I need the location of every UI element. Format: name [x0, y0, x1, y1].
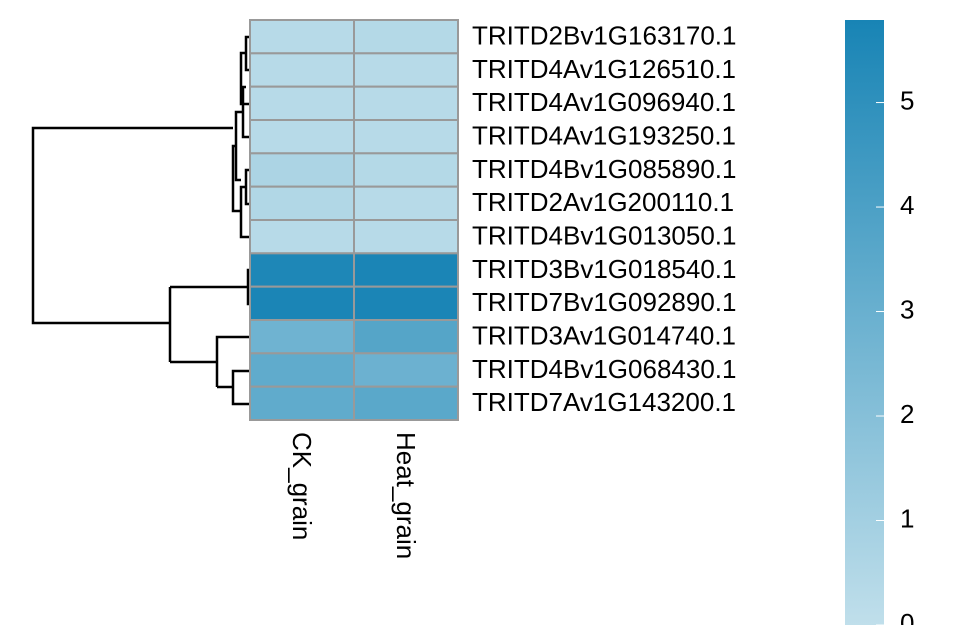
cell: [353, 119, 459, 155]
cell: [249, 185, 355, 222]
row-label: TRITD4Av1G096940.1: [472, 87, 736, 117]
cell: [353, 285, 459, 321]
colorbar-tick-label: 3: [900, 294, 914, 324]
row-label: TRITD2Av1G200110.1: [472, 187, 734, 217]
row-label: TRITD3Bv1G018540.1: [472, 254, 736, 284]
cell: [353, 385, 459, 421]
row-label: TRITD7Av1G143200.1: [472, 387, 736, 417]
colorbar-tick-label: 5: [900, 85, 914, 115]
cell: [249, 152, 355, 188]
cell: [249, 319, 355, 355]
dendrogram: [31, 35, 250, 406]
cell: [353, 319, 459, 355]
cell: [353, 252, 459, 288]
cell: [249, 85, 355, 121]
row-label: TRITD3Av1G014740.1: [472, 321, 736, 351]
cell: [249, 52, 355, 88]
cell: [353, 185, 459, 222]
cell: [353, 152, 459, 188]
colorbar-tick-label: 0: [900, 608, 914, 625]
cell: [249, 219, 355, 255]
row-label: TRITD4Bv1G068430.1: [472, 354, 736, 384]
cell: [249, 285, 355, 321]
colorbar-tick-label: 4: [900, 190, 914, 220]
colorbar-tick-label: 2: [900, 399, 914, 429]
row-label: TRITD2Bv1G163170.1: [472, 21, 736, 51]
row-label: TRITD4Av1G126510.1: [472, 54, 736, 84]
cell: [353, 52, 459, 88]
cell: [353, 219, 459, 255]
colorbar-tick-label: 1: [900, 503, 914, 533]
cell: [353, 85, 459, 121]
row-label: TRITD4Bv1G013050.1: [472, 221, 736, 251]
cell: [249, 119, 355, 155]
cell: [249, 385, 355, 421]
cell: [249, 252, 355, 288]
row-label: TRITD4Bv1G085890.1: [472, 154, 736, 184]
colorbar: [845, 20, 884, 625]
column-label: Heat_grain: [391, 432, 421, 559]
cell: [249, 352, 355, 388]
row-label: TRITD4Av1G193250.1: [472, 121, 736, 151]
row-label: TRITD7Bv1G092890.1: [472, 287, 736, 317]
column-label: CK_grain: [287, 432, 317, 540]
cell: [249, 19, 355, 55]
cell: [353, 19, 459, 55]
cell: [353, 352, 459, 388]
